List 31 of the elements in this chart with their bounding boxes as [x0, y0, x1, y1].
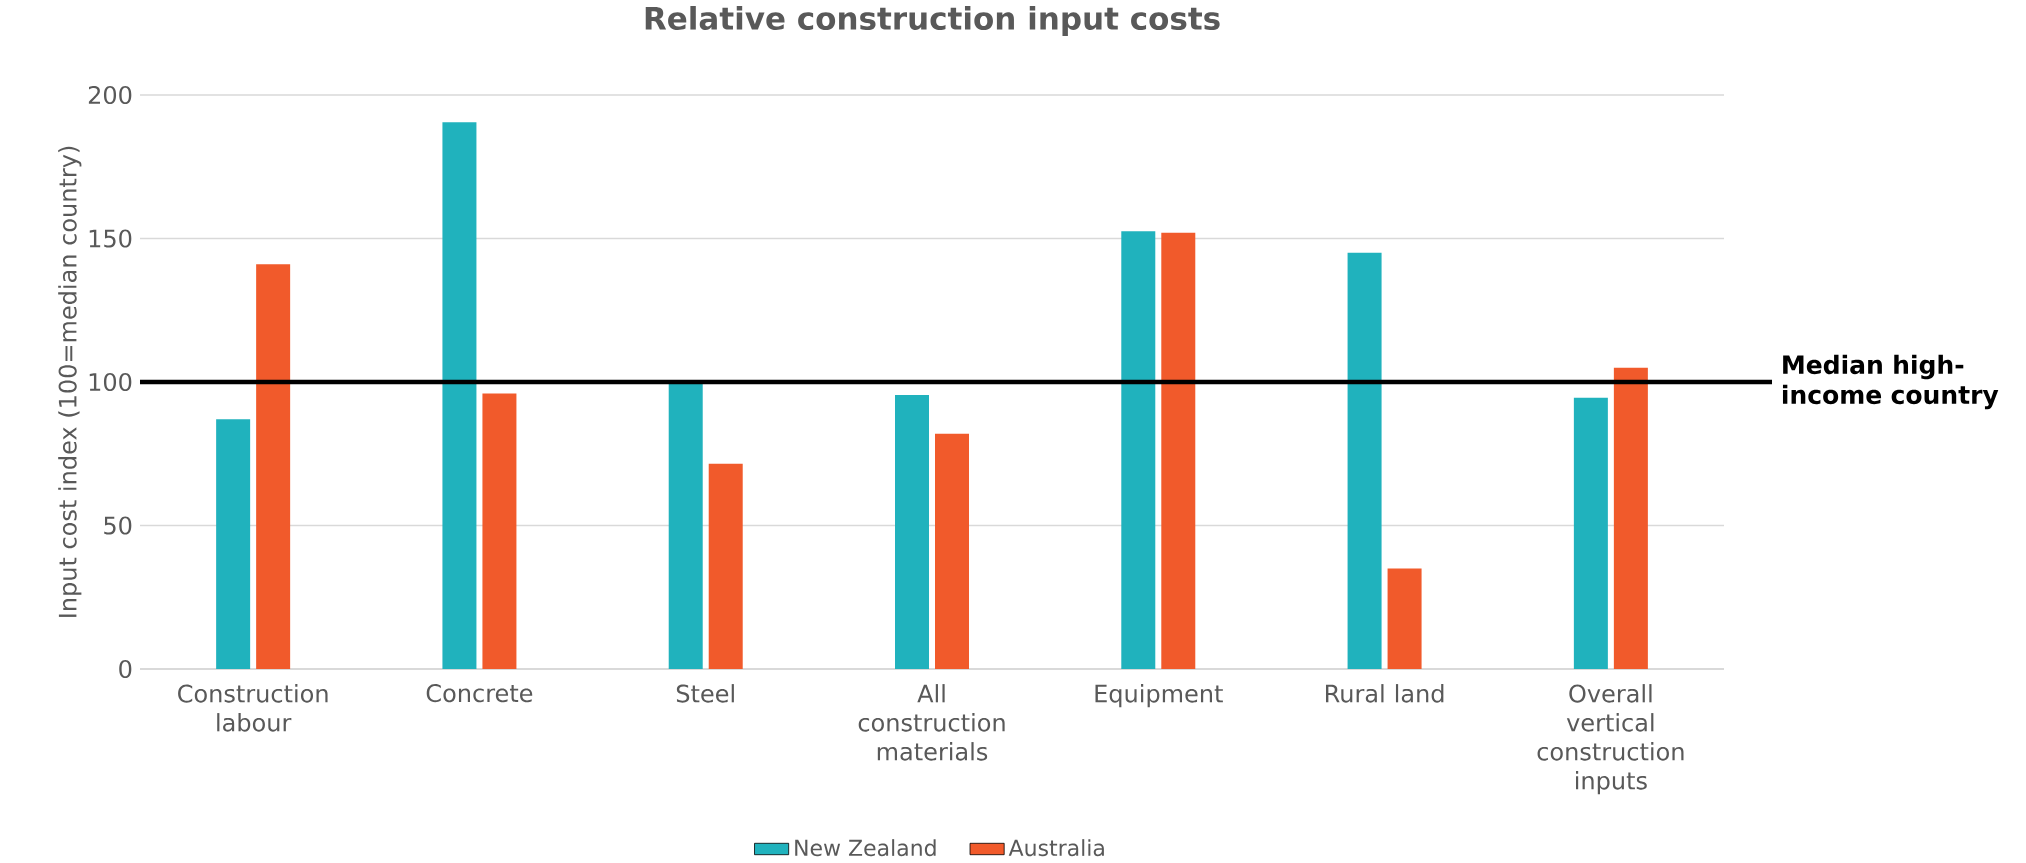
ref-line-label: Median high-income country	[1782, 354, 1999, 410]
x-tick-label: All construction materials	[858, 684, 1005, 761]
y-tick-label: 50	[104, 516, 132, 535]
bar	[935, 433, 970, 669]
bar	[1347, 252, 1382, 669]
x-tick-label: Rural land	[1325, 684, 1444, 703]
bar	[1613, 367, 1648, 669]
y-tick-label: 0	[119, 659, 132, 679]
y-tick-label: 150	[89, 229, 132, 248]
bar	[256, 264, 291, 669]
chart-title: Relative construction input costs	[645, 5, 1220, 37]
bar	[1121, 231, 1156, 669]
legend-label: Australia	[1008, 839, 1104, 857]
y-tick-label: 100	[89, 372, 132, 392]
bar	[708, 463, 743, 669]
x-tick-label: Steel	[676, 684, 734, 703]
bar	[1161, 232, 1196, 669]
x-tick-label: Construction labour	[178, 684, 328, 732]
x-tick-label: Concrete	[426, 684, 533, 703]
y-axis-title: Input cost index (100=median country)	[58, 146, 82, 617]
x-tick-label: Overall vertical construction inputs	[1537, 684, 1684, 795]
legend-label: New Zealand	[795, 839, 936, 857]
y-tick-label: 200	[88, 85, 132, 105]
bar	[668, 382, 703, 669]
bar	[1573, 397, 1608, 669]
bar	[442, 122, 477, 669]
bar	[895, 394, 930, 669]
x-tick-label: Equipment	[1095, 684, 1223, 708]
bar	[1387, 568, 1422, 669]
bar	[482, 393, 517, 669]
bar	[216, 419, 251, 669]
